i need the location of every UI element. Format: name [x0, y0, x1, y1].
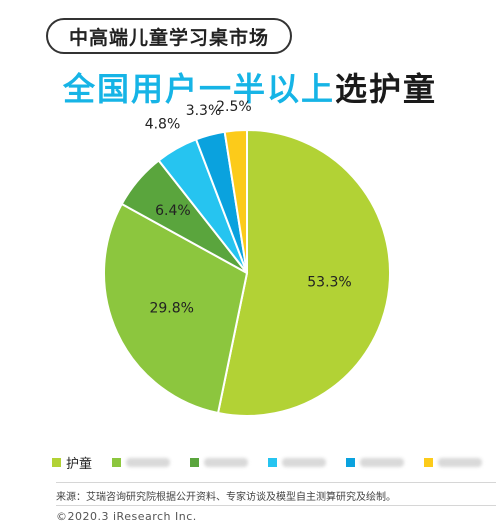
headline: 全国用户一半以上选护童 [0, 64, 500, 110]
legend-swatch [112, 457, 122, 467]
footer-divider-bottom [56, 505, 496, 506]
legend-item [190, 457, 249, 467]
legend-label: 护童 [66, 456, 93, 472]
slice-value-label: 2.5% [216, 99, 252, 115]
legend-item [268, 457, 327, 467]
legend-label-obscured [438, 457, 483, 467]
legend-label-obscured [204, 457, 249, 467]
legend: 护童 [52, 452, 492, 472]
market-tag: 中高端儿童学习桌市场 [46, 18, 292, 54]
headline-strong: 选护童 [335, 70, 438, 108]
legend-label-obscured [360, 457, 405, 467]
copyright: ©2020.3 iResearch Inc. [56, 510, 197, 523]
legend-label-obscured [282, 457, 327, 467]
slice-value-label: 3.3% [186, 103, 222, 119]
slice-value-label: 53.3% [307, 274, 351, 290]
source-note: 来源：艾瑞咨询研究院根据公开资料、专家访谈及模型自主测算研究及绘制。 [56, 492, 396, 503]
pie-slice [223, 128, 248, 274]
slice-value-label: 4.8% [145, 117, 181, 133]
headline-accent: 全国用户一半以上 [62, 70, 335, 108]
legend-item [424, 457, 483, 467]
pie-slice [216, 128, 392, 417]
slice-value-label: 29.8% [149, 301, 193, 317]
pie-slice [103, 202, 249, 415]
footer-divider-top [56, 482, 496, 483]
market-tag-text: 中高端儿童学习桌市场 [68, 26, 269, 49]
legend-swatch [190, 457, 200, 467]
legend-swatch [268, 457, 278, 467]
pie-chart: 53.3% 29.8% 6.4% 4.8% 3.3%2.5% [103, 99, 392, 417]
slice-value-label: 6.4% [155, 203, 191, 219]
legend-item [346, 457, 405, 467]
legend-swatch [424, 457, 434, 467]
legend-item [112, 457, 171, 467]
legend-item: 护童 [52, 453, 92, 472]
legend-swatch [346, 457, 356, 467]
legend-swatch [52, 457, 61, 467]
legend-label-obscured [126, 457, 171, 467]
